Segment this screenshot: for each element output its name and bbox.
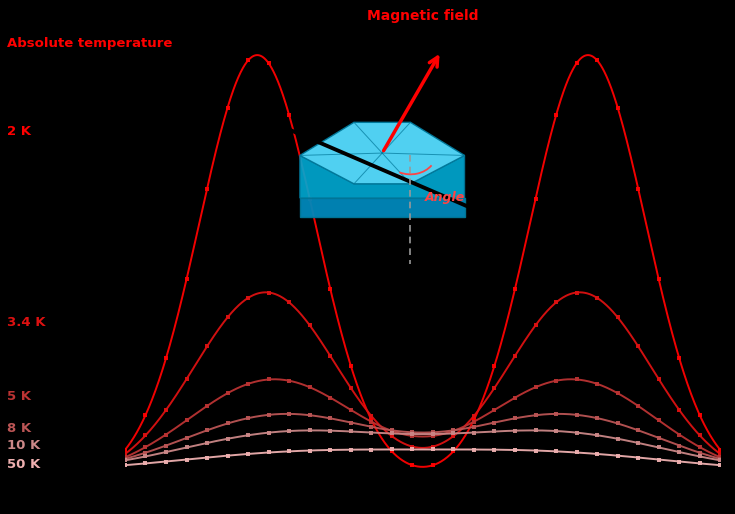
Text: Angle: Angle	[425, 192, 465, 205]
Text: Magnetic field: Magnetic field	[367, 9, 478, 23]
Text: 10 K: 10 K	[7, 439, 40, 452]
Polygon shape	[300, 198, 465, 217]
Text: 50 K: 50 K	[7, 458, 40, 471]
Text: 5 K: 5 K	[7, 390, 32, 402]
Text: 3.4 K: 3.4 K	[7, 316, 46, 328]
Text: 2 K: 2 K	[7, 125, 32, 138]
Polygon shape	[300, 155, 465, 198]
Text: 8 K: 8 K	[7, 422, 32, 435]
Text: Absolute temperature: Absolute temperature	[7, 37, 173, 50]
Polygon shape	[300, 122, 465, 184]
